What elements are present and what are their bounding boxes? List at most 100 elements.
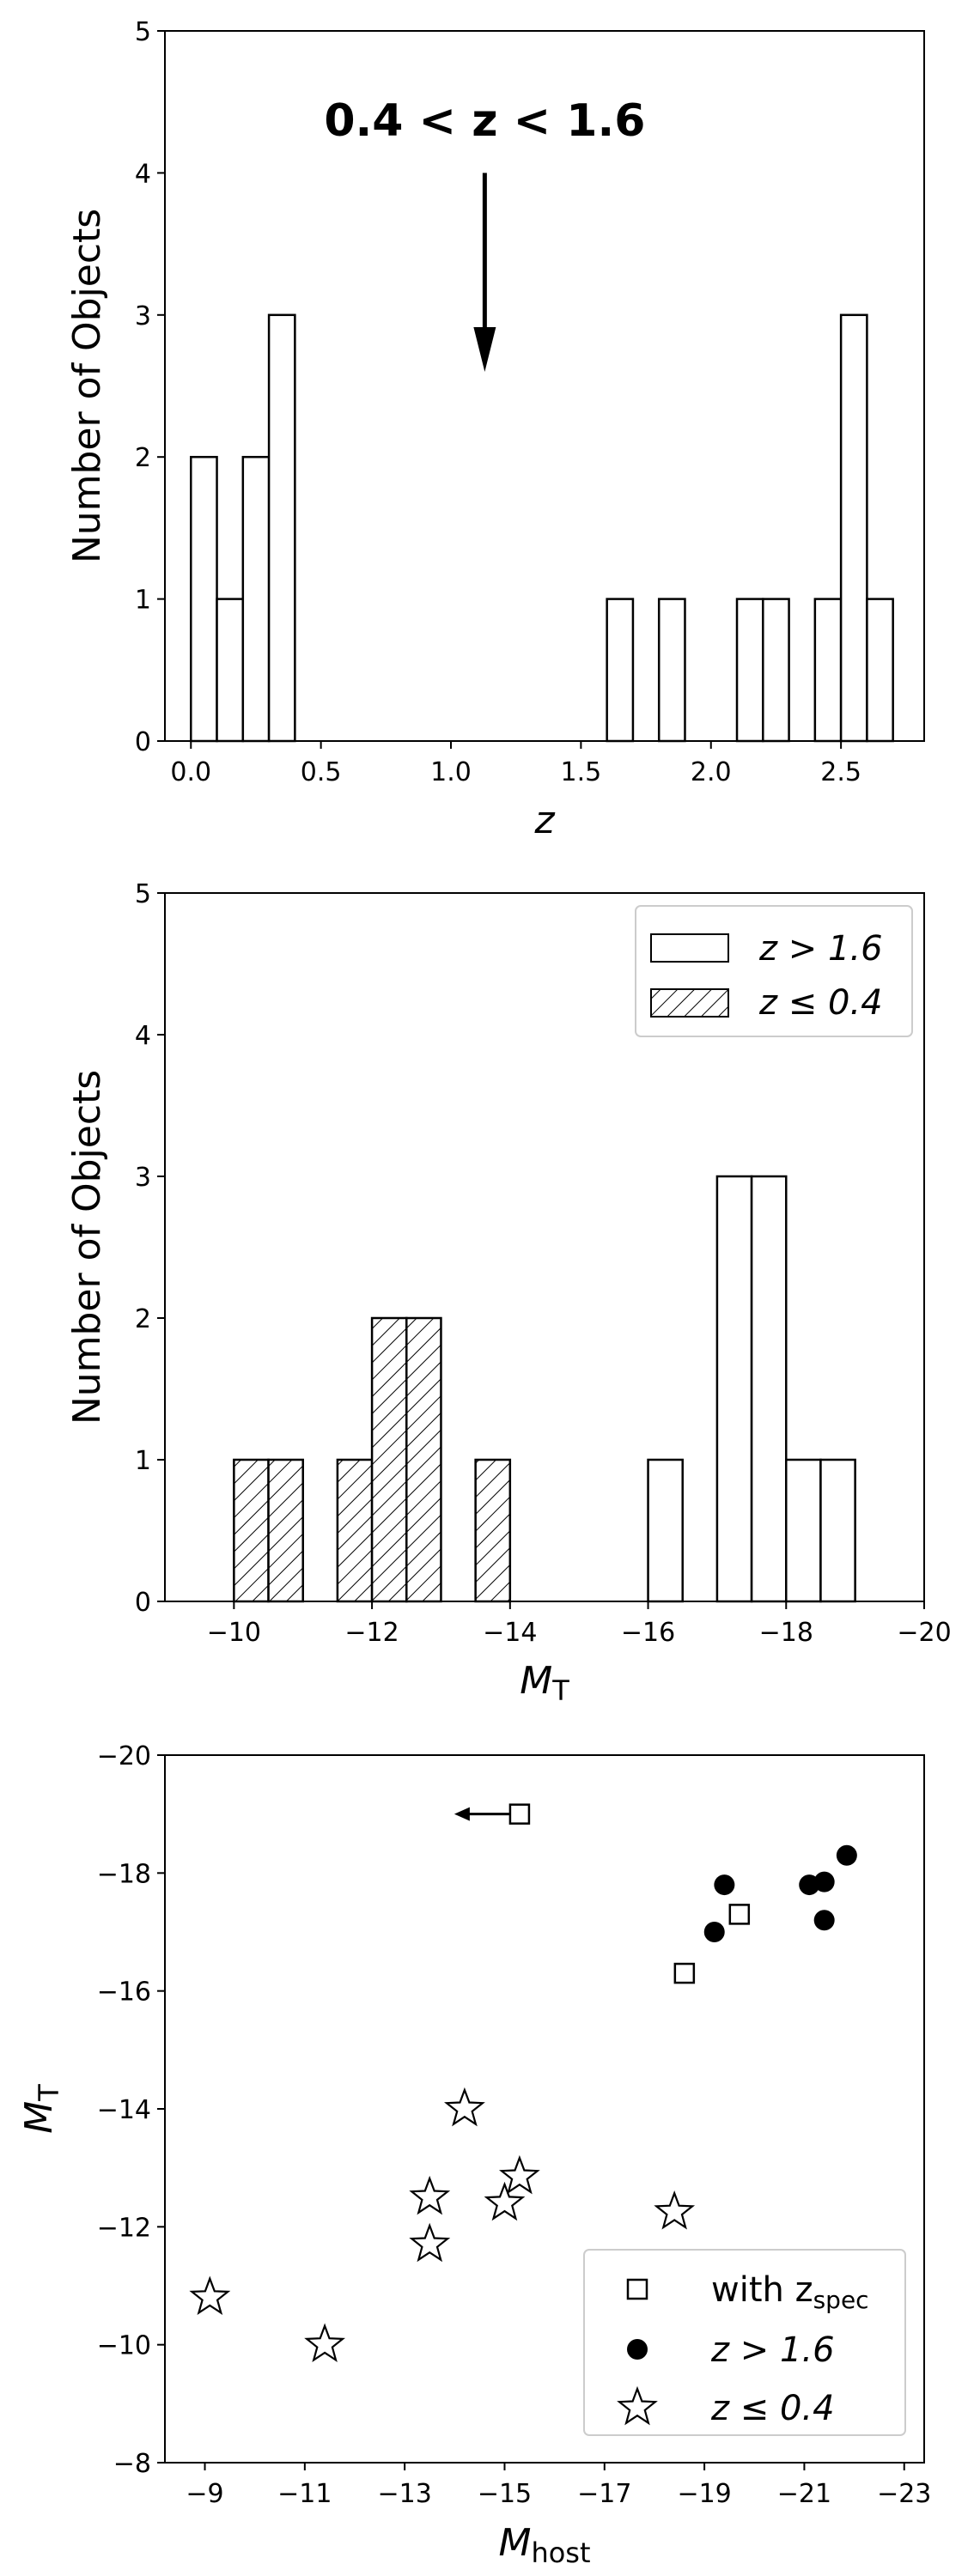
scatter-point-star xyxy=(654,2190,696,2230)
y-tick-label: 0 xyxy=(135,727,151,757)
redshift-histogram-panel: 0.4 < z < 1.6 0.0 0.5 1.0 1.5 2.0 2.5 012345 … xyxy=(65,17,925,842)
scatter-point-circle xyxy=(813,1871,835,1893)
magnitude-x-axis-label: MT xyxy=(520,1659,569,1707)
redshift-y-axis-label: Number of Objects xyxy=(65,209,109,563)
legend-label-low-z: z ≤ 0.4 xyxy=(710,2389,835,2428)
x-tick-label: −9 xyxy=(186,2479,223,2509)
y-tick-label: −10 xyxy=(97,2331,151,2361)
scatter-point-star xyxy=(409,2175,451,2215)
x-tick-label: −14 xyxy=(483,1618,537,1648)
y-tick-label: 4 xyxy=(135,1021,151,1051)
legend-box xyxy=(583,2249,906,2436)
x-tick-label: −18 xyxy=(759,1618,813,1648)
magnitude-x-axis-label-sub: T xyxy=(551,1674,569,1707)
x-tick-label: −12 xyxy=(344,1618,399,1648)
y-tick-label: 1 xyxy=(135,1446,151,1476)
magnitude-x-axis-label-main: M xyxy=(520,1659,552,1703)
histogram-bar xyxy=(750,1175,788,1603)
redshift-x-ticks: 0.0 0.5 1.0 1.5 2.0 2.5 xyxy=(170,741,861,787)
scatter-point-star xyxy=(409,2222,451,2263)
x-tick-label: 1.5 xyxy=(561,757,602,787)
scatter-x-ticks: −9 −11 −13 −15 −17 −19 −21 −23 xyxy=(186,2463,931,2509)
legend-swatch-open xyxy=(650,933,729,963)
redshift-histogram-frame xyxy=(164,30,925,742)
legend-marker-circle xyxy=(627,2339,648,2360)
x-tick-label: −16 xyxy=(621,1618,675,1648)
legend-marker-star xyxy=(617,2385,658,2426)
legend-star xyxy=(617,2385,658,2426)
histogram-bar-hatched xyxy=(405,1316,442,1603)
x-tick-label: 1.0 xyxy=(430,757,472,787)
scatter-point-circle xyxy=(703,1922,725,1942)
legend-marker-square xyxy=(626,2278,648,2300)
y-tick-label: −20 xyxy=(97,1741,151,1771)
magnitude-histogram-panel: −10 −12 −14 −16 −18 −20 0 1 2 3 4 5 MT Number of O… xyxy=(65,879,952,1707)
scatter-x-axis-label-main: M xyxy=(498,2521,531,2565)
redshift-gap-arrow-head xyxy=(473,326,496,372)
y-tick-label: −8 xyxy=(113,2449,151,2479)
scatter-legend: with zspec z > 1.6 z ≤ 0.4 xyxy=(583,2249,906,2436)
x-tick-label: 2.0 xyxy=(691,757,732,787)
y-tick-label: −14 xyxy=(97,2095,151,2125)
scatter-point-star xyxy=(484,2181,526,2221)
y-tick-label: −12 xyxy=(97,2213,151,2243)
scatter-point-star xyxy=(304,2323,345,2363)
x-tick-label: −21 xyxy=(777,2479,831,2509)
scatter-point-square xyxy=(728,1904,751,1925)
scatter-point-circle xyxy=(836,1844,857,1866)
histogram-bar xyxy=(819,1458,856,1603)
x-tick-label: 0.5 xyxy=(301,757,342,787)
histogram-bar xyxy=(267,313,296,743)
histogram-bar xyxy=(715,1175,753,1603)
histogram-bar xyxy=(647,1458,684,1603)
x-tick-label: −13 xyxy=(378,2479,432,2509)
histogram-bar xyxy=(606,598,635,743)
x-tick-label: −17 xyxy=(577,2479,631,2509)
magnitude-y-axis-label: Number of Objects xyxy=(65,1070,109,1425)
magnitude-histogram-frame xyxy=(164,892,925,1602)
scatter-y-axis-label-sub: T xyxy=(33,2084,65,2102)
histogram-bar xyxy=(866,598,894,743)
histogram-bar xyxy=(190,455,218,743)
legend-square xyxy=(626,2278,648,2300)
y-tick-label: 2 xyxy=(135,443,151,473)
y-tick-label: −16 xyxy=(97,1978,151,2008)
legend-label-zspec-main: with z xyxy=(711,2270,813,2310)
host-vs-magnitude-panel: −9 −11 −13 −15 −17 −19 −21 −23 −8 −10 −12 −14 −16 −1… xyxy=(17,1741,931,2569)
magnitude-histogram-legend: z > 1.6 z ≤ 0.4 xyxy=(635,905,913,1037)
redshift-gap-annotation: 0.4 < z < 1.6 xyxy=(324,95,645,372)
histogram-bar-hatched xyxy=(233,1458,270,1603)
legend-label-high-z: z > 1.6 xyxy=(758,929,883,969)
histogram-bar xyxy=(241,455,271,743)
x-tick-label: −23 xyxy=(877,2479,931,2509)
histogram-bar xyxy=(839,313,868,743)
histogram-bar xyxy=(657,598,686,743)
redshift-x-axis-label: z xyxy=(533,799,555,842)
y-tick-label: 2 xyxy=(135,1304,151,1334)
scatter-point-circle xyxy=(813,1910,835,1931)
scatter-point-circle xyxy=(714,1874,735,1896)
histogram-bar-hatched xyxy=(474,1458,512,1603)
magnitude-histogram-bars xyxy=(233,1175,856,1603)
legend-label-zspec: with zspec xyxy=(711,2270,869,2314)
upper-limit-arrow-head xyxy=(454,1807,470,1821)
legend-swatch-hatched xyxy=(650,988,729,1018)
magnitude-y-ticks: 0 1 2 3 4 5 xyxy=(135,879,165,1618)
x-tick-label: −20 xyxy=(897,1618,951,1648)
y-tick-label: −18 xyxy=(97,1859,151,1889)
magnitude-x-ticks: −10 −12 −14 −16 −18 −20 xyxy=(207,1601,952,1648)
legend-label-high-z: z > 1.6 xyxy=(710,2330,835,2370)
y-tick-label: 4 xyxy=(135,159,151,189)
x-tick-label: −15 xyxy=(478,2479,532,2509)
x-tick-label: −10 xyxy=(207,1618,261,1648)
scatter-points xyxy=(189,1803,857,2363)
scatter-point-square xyxy=(673,1962,696,1984)
y-tick-label: 0 xyxy=(135,1588,151,1618)
x-tick-label: −19 xyxy=(677,2479,731,2509)
x-tick-label: 2.5 xyxy=(820,757,861,787)
histogram-bar-hatched xyxy=(370,1316,408,1603)
y-tick-label: 5 xyxy=(135,879,151,909)
scatter-point-square xyxy=(508,1803,531,1825)
histogram-bar-hatched xyxy=(267,1458,304,1603)
